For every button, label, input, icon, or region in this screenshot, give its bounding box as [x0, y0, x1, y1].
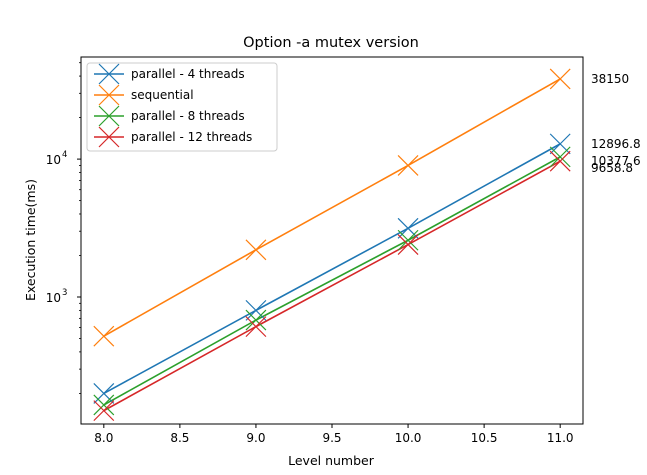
data-point — [93, 394, 115, 416]
legend: parallel - 4 threads sequential parallel -… — [86, 62, 278, 152]
data-point — [397, 217, 419, 239]
data-point — [245, 316, 267, 338]
value-annotation: 9658.8 — [591, 161, 633, 175]
data-point — [397, 234, 419, 256]
legend-label: sequential — [131, 88, 194, 102]
value-annotation: 38150 — [591, 72, 629, 86]
legend-item: parallel - 8 threads — [94, 105, 245, 127]
legend-label: parallel - 12 threads — [131, 130, 252, 144]
legend-label: parallel - 4 threads — [131, 67, 245, 81]
legend-marker — [98, 63, 120, 85]
legend-marker — [98, 126, 120, 148]
x-axis-label: Level number — [288, 453, 375, 468]
legend-item: sequential — [94, 84, 194, 106]
data-point — [397, 229, 419, 251]
data-point — [93, 325, 115, 347]
series-lines — [103, 78, 561, 412]
data-point — [245, 299, 267, 321]
legend-item: parallel - 4 threads — [94, 63, 245, 85]
value-annotation: 12896.8 — [591, 137, 641, 151]
y-tick-label: 10 — [46, 153, 61, 167]
value-annotation: 10377.6 — [591, 154, 641, 168]
legend-marker — [98, 105, 120, 127]
data-point — [245, 309, 267, 331]
legend-marker — [98, 84, 120, 106]
data-point — [93, 400, 115, 422]
x-tick-label: 11.0 — [547, 431, 574, 445]
legend-box — [86, 62, 278, 152]
y-tick-label: 10 — [46, 291, 61, 305]
y-tick-exponent: 4 — [62, 150, 67, 160]
x-tick-label: 9.5 — [322, 431, 341, 445]
data-point — [549, 150, 571, 172]
series-line-1 — [103, 143, 561, 395]
data-point — [397, 154, 419, 176]
x-tick-label: 8.5 — [170, 431, 189, 445]
data-point — [245, 239, 267, 261]
legend-label: parallel - 8 threads — [131, 109, 245, 123]
data-point — [549, 68, 571, 90]
data-point — [549, 146, 571, 168]
data-point — [93, 382, 115, 404]
series-line-2 — [103, 78, 561, 337]
x-tick-label: 10.5 — [471, 431, 498, 445]
series-line-4 — [103, 160, 561, 412]
series-markers — [93, 68, 571, 422]
x-tick-label: 8.0 — [94, 431, 113, 445]
x-tick-label: 9.0 — [246, 431, 265, 445]
plot-frame — [80, 56, 584, 425]
chart-title: Option -a mutex version — [243, 35, 419, 51]
series-line-3 — [103, 156, 561, 406]
x-tick-label: 10.0 — [395, 431, 422, 445]
legend-item: parallel - 12 threads — [94, 126, 252, 148]
y-axis-label: Execution time(ms) — [23, 179, 38, 301]
y-tick-exponent: 3 — [62, 288, 67, 298]
